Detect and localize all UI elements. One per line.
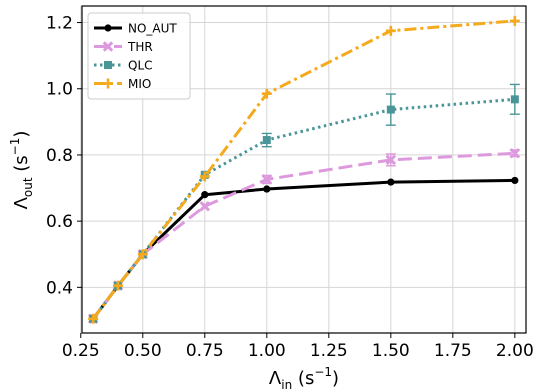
legend-label: THR (127, 40, 153, 54)
data-point (511, 176, 519, 185)
legend-label: MIO (128, 77, 151, 91)
legend-label: QLC (128, 59, 153, 73)
data-point (385, 154, 397, 166)
x-tick-label: 1.25 (310, 341, 348, 361)
x-axis-ticks: 0.25 0.50 0.75 1.00 1.25 1.50 1.75 2.00 (62, 333, 534, 361)
y-tick-label: 1.2 (46, 14, 73, 34)
x-tick-label: 1.50 (372, 341, 410, 361)
x-axis-label-close: ) (332, 368, 339, 389)
data-point (262, 136, 271, 145)
legend-marker (104, 24, 112, 32)
legend-entry: MIO (94, 77, 151, 91)
series-lines (87, 15, 521, 325)
x-axis-label: Λin (s−1) (269, 365, 339, 392)
y-axis-label-unit: (s (11, 155, 32, 177)
data-point (386, 105, 395, 114)
y-tick-label: 0.8 (46, 146, 73, 166)
x-tick-label: 0.25 (62, 341, 100, 361)
x-tick-label: 0.50 (124, 341, 162, 361)
legend-box (87, 12, 191, 100)
data-point (199, 200, 211, 212)
plot-frame (81, 5, 527, 334)
data-point (201, 191, 209, 199)
data-point (137, 249, 148, 260)
series-line (91, 178, 515, 320)
x-tick-label: 1.00 (248, 341, 286, 361)
data-point (510, 95, 519, 104)
series-thr (87, 148, 521, 325)
legend-marker (103, 78, 113, 89)
x-axis-label-exponent: −1 (314, 365, 332, 379)
y-tick-label: 0.4 (46, 278, 73, 298)
y-axis-ticks: 0.4 0.6 0.8 1.0 1.2 (46, 14, 82, 298)
x-tick-label: 0.75 (186, 341, 224, 361)
x-tick-label: 1.75 (434, 341, 472, 361)
data-point (263, 185, 271, 193)
x-axis-label-unit: (s (292, 368, 314, 389)
data-point (509, 15, 520, 26)
series-mio (88, 15, 520, 324)
y-tick-label: 0.6 (46, 212, 73, 232)
x-axis-label-symbol: Λ (269, 368, 282, 389)
legend-entry: QLC (94, 59, 153, 73)
legend: NO_AUT THR QLC MIO (87, 12, 191, 100)
legend-entry: NO_AUT (94, 22, 177, 36)
data-point (387, 178, 395, 186)
x-axis-label-subscript: in (281, 378, 292, 392)
data-point (509, 148, 521, 159)
legend-marker (102, 41, 114, 52)
data-point (261, 88, 272, 99)
series-line (91, 97, 515, 320)
legend-label: NO_AUT (128, 22, 177, 36)
legend-entry: THR (94, 40, 153, 54)
x-tick-label: 2.00 (496, 341, 534, 361)
y-axis-label: Λout (s−1) (8, 131, 35, 210)
y-tick-label: 1.0 (46, 80, 73, 100)
data-point (385, 25, 396, 36)
y-axis-label-close: ) (11, 131, 32, 138)
data-point (261, 174, 273, 185)
y-axis-label-symbol: Λ (11, 196, 32, 209)
series-no-aut (89, 176, 519, 323)
y-axis-label-subscript: out (21, 177, 35, 197)
y-axis-label-exponent: −1 (8, 138, 22, 156)
data-point (112, 280, 123, 291)
data-point (88, 313, 99, 324)
data-point (199, 171, 210, 182)
legend-marker (104, 61, 112, 69)
